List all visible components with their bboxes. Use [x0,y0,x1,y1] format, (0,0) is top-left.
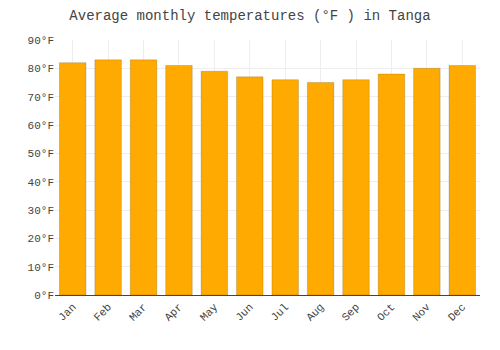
svg-text:10°F: 10°F [28,262,54,274]
svg-text:Sep: Sep [340,301,362,323]
svg-text:0°F: 0°F [34,290,54,302]
svg-text:Apr: Apr [162,301,184,323]
svg-text:Jan: Jan [56,301,78,323]
svg-text:90°F: 90°F [28,35,54,47]
svg-text:Feb: Feb [92,301,114,323]
svg-text:Dec: Dec [446,301,468,323]
svg-text:70°F: 70°F [28,92,54,104]
svg-text:May: May [198,301,221,324]
svg-text:Nov: Nov [410,301,433,324]
svg-text:Average monthly temperatures (: Average monthly temperatures (°F ) in Ta… [69,8,430,24]
svg-text:Mar: Mar [127,301,149,323]
svg-text:60°F: 60°F [28,120,54,132]
svg-text:30°F: 30°F [28,205,54,217]
svg-text:20°F: 20°F [28,233,54,245]
svg-text:Jun: Jun [233,301,255,323]
svg-text:Aug: Aug [304,301,326,323]
svg-text:80°F: 80°F [28,63,54,75]
svg-text:40°F: 40°F [28,177,54,189]
svg-text:Oct: Oct [375,301,397,323]
svg-text:50°F: 50°F [28,148,54,160]
svg-text:Jul: Jul [269,301,291,323]
